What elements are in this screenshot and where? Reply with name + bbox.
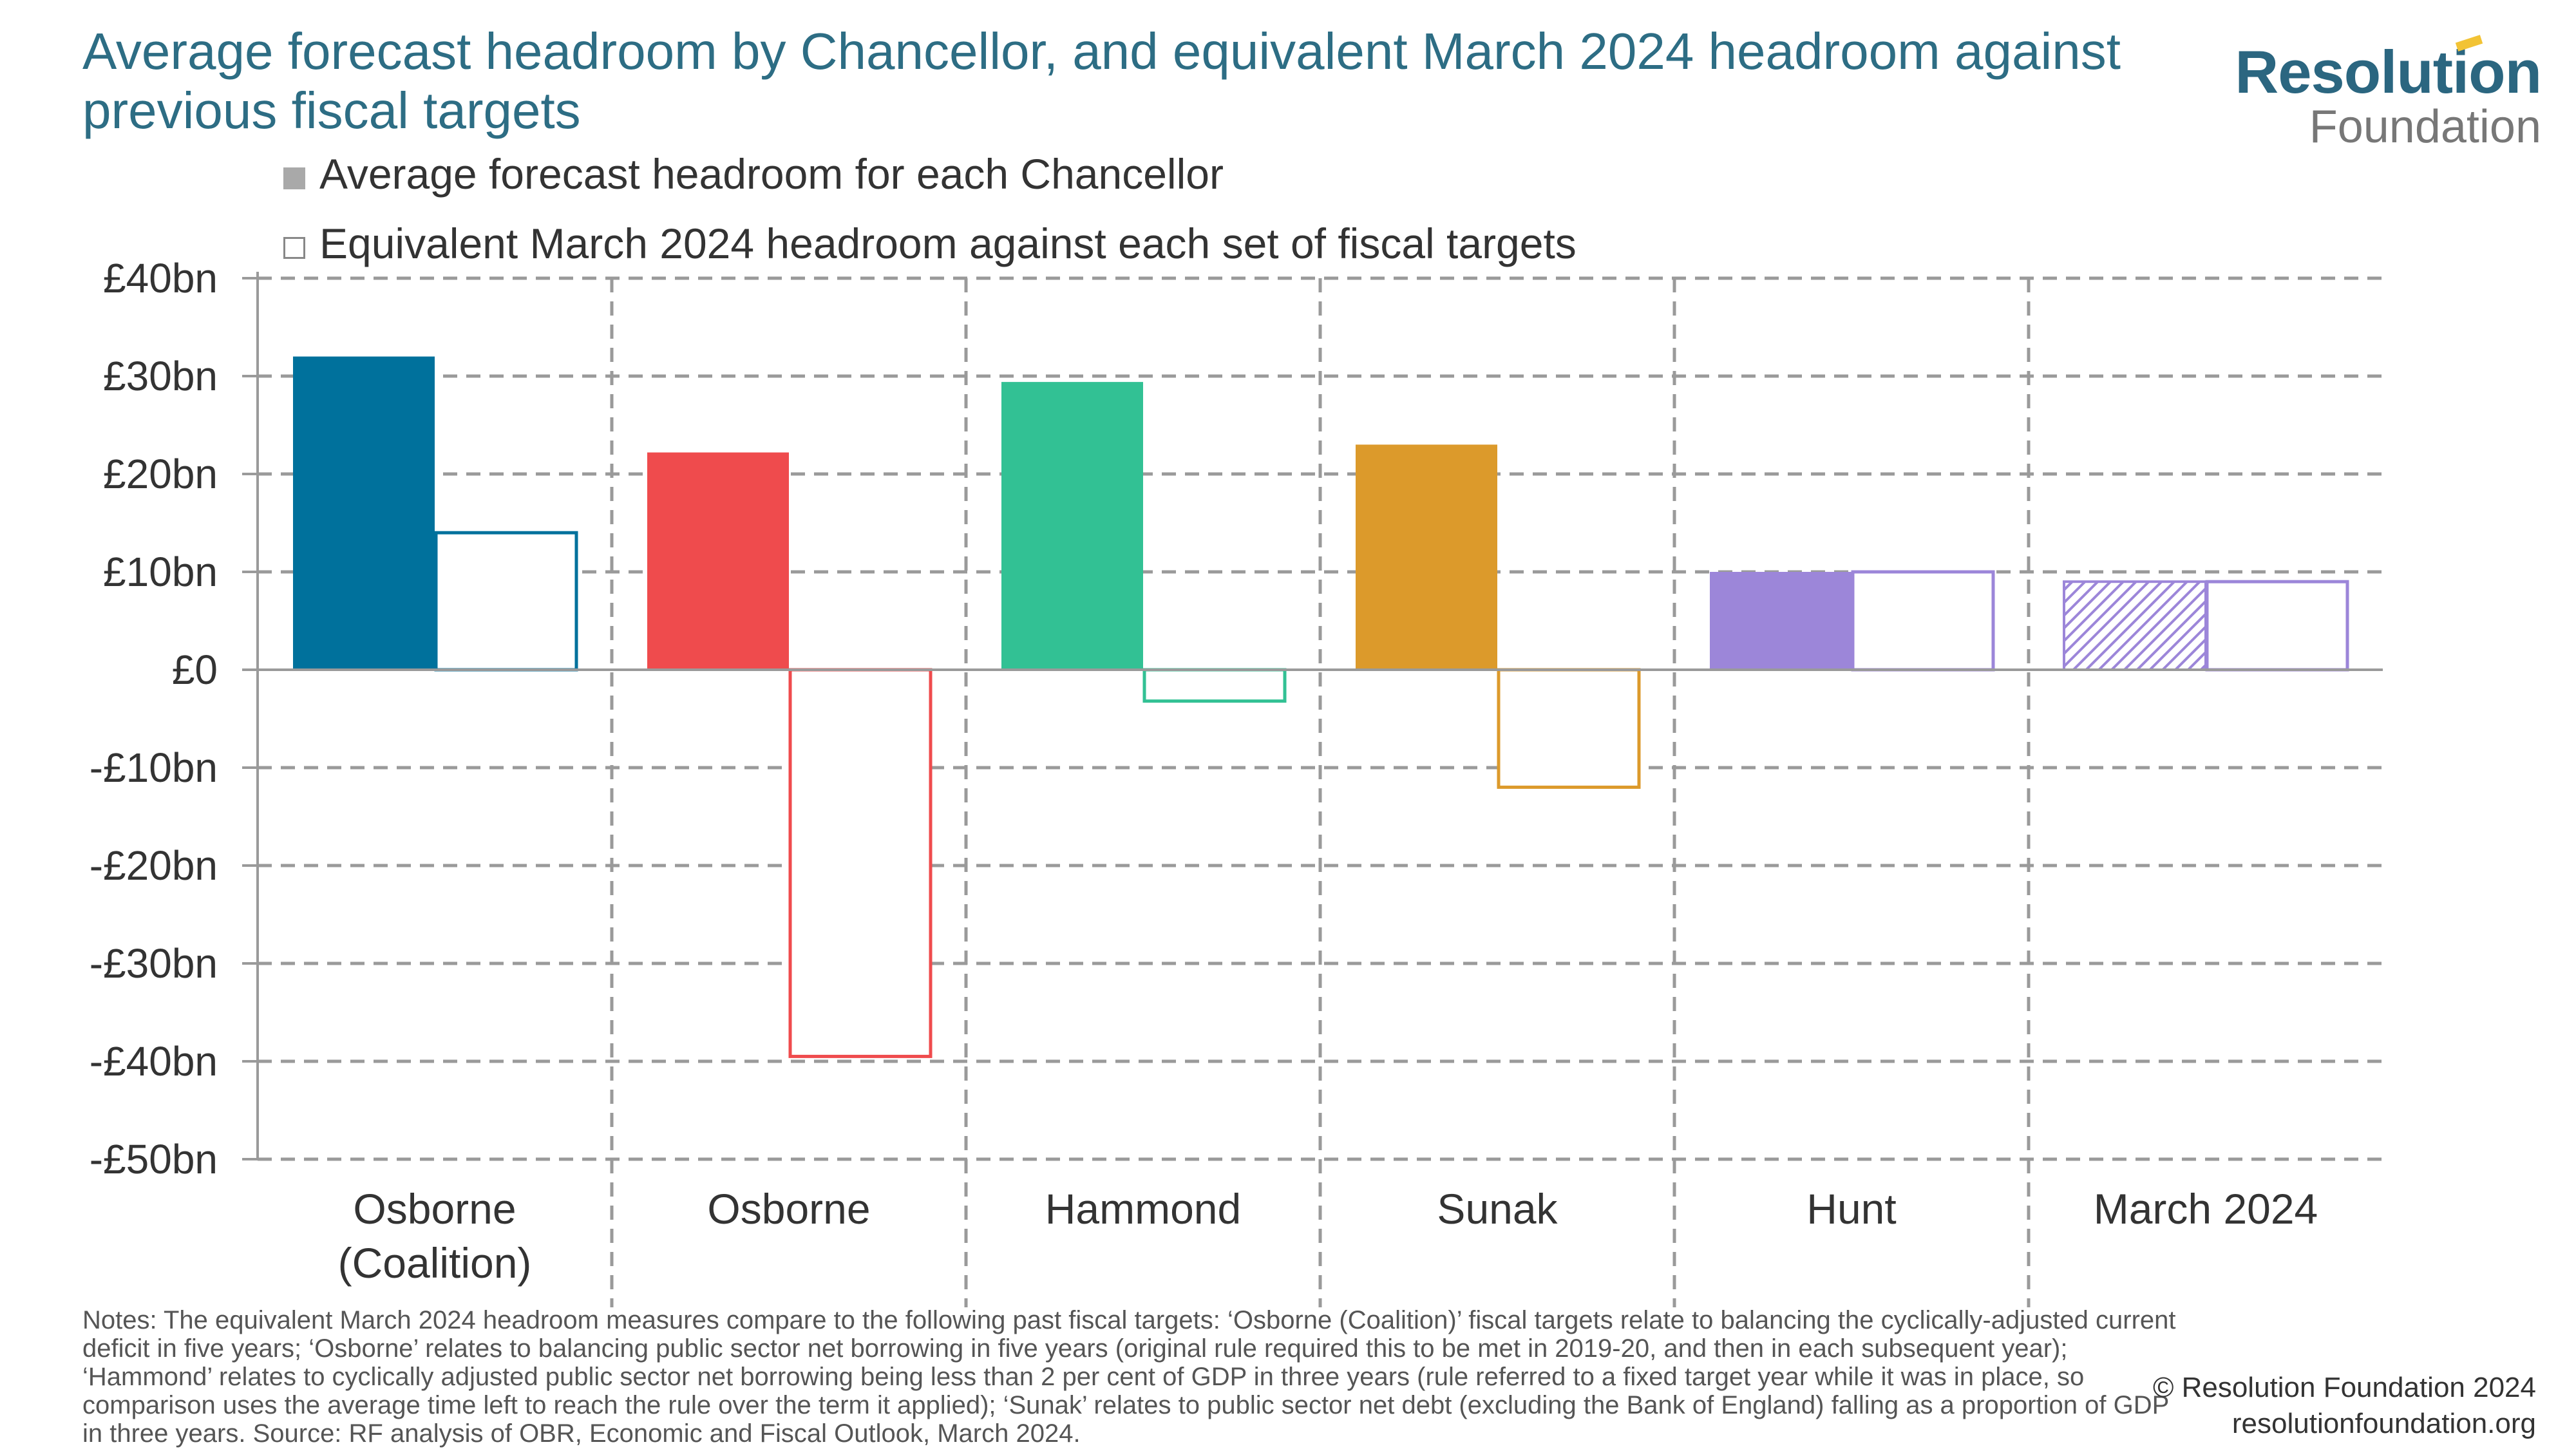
bar-average-headroom: [1356, 444, 1497, 670]
x-category-label: Sunak: [1437, 1185, 1558, 1233]
y-tick-label: -£40bn: [90, 1038, 218, 1084]
x-category-label: Hammond: [1045, 1185, 1241, 1233]
x-category-label: (Coalition): [338, 1239, 532, 1287]
legend-item-average-headroom: Average forecast headroom for each Chanc…: [283, 149, 1224, 198]
y-tick-label: -£20bn: [90, 842, 218, 889]
x-category-label: March 2024: [2094, 1185, 2318, 1233]
y-tick-label: £20bn: [103, 451, 218, 497]
bar-equivalent-headroom: [1851, 570, 1995, 672]
bar-equivalent-headroom: [2205, 580, 2349, 672]
y-tick-label: £10bn: [103, 549, 218, 595]
y-tick-label: £40bn: [103, 255, 218, 301]
y-tick-label: -£10bn: [90, 744, 218, 791]
y-tick-label: £30bn: [103, 353, 218, 399]
bar-average-headroom: [1001, 382, 1143, 670]
bar-average-headroom: [2063, 580, 2207, 672]
chart-notes: Notes: The equivalent March 2024 headroo…: [82, 1306, 2176, 1448]
logo-line-1: Resolution: [2235, 38, 2542, 106]
resolution-foundation-logo: Resolution Foundation: [2235, 35, 2542, 153]
bar-equivalent-headroom: [434, 531, 578, 672]
bar-equivalent-headroom: [1142, 668, 1287, 703]
legend-swatch-outline: [283, 237, 305, 259]
x-category-label: Hunt: [1806, 1185, 1896, 1233]
website-text: resolutionfoundation.org: [2231, 1408, 2536, 1439]
bar-average-headroom: [647, 452, 789, 670]
x-category-label: Osborne: [353, 1185, 516, 1233]
bar-average-headroom: [1710, 572, 1852, 670]
logo-line-2: Foundation: [2309, 101, 2541, 153]
y-tick-label: £0: [172, 647, 218, 693]
bar-equivalent-headroom: [788, 668, 933, 1058]
legend-item-equivalent-headroom: Equivalent March 2024 headroom against e…: [283, 219, 1577, 268]
legend-label-average-headroom: Average forecast headroom for each Chanc…: [319, 150, 1224, 198]
chart-title: Average forecast headroom by Chancellor,…: [82, 23, 2121, 139]
y-tick-label: -£50bn: [90, 1136, 218, 1182]
bar-equivalent-headroom: [1497, 668, 1641, 789]
legend-swatch-filled: [283, 167, 305, 189]
y-tick-label: -£30bn: [90, 940, 218, 987]
copyright-block: © Resolution Foundation 2024 resolutionf…: [2153, 1370, 2536, 1442]
bar-average-headroom: [293, 356, 435, 670]
copyright-text: © Resolution Foundation 2024: [2152, 1372, 2536, 1403]
legend-label-equivalent-headroom: Equivalent March 2024 headroom against e…: [319, 220, 1577, 267]
x-category-label: Osborne: [707, 1185, 870, 1233]
